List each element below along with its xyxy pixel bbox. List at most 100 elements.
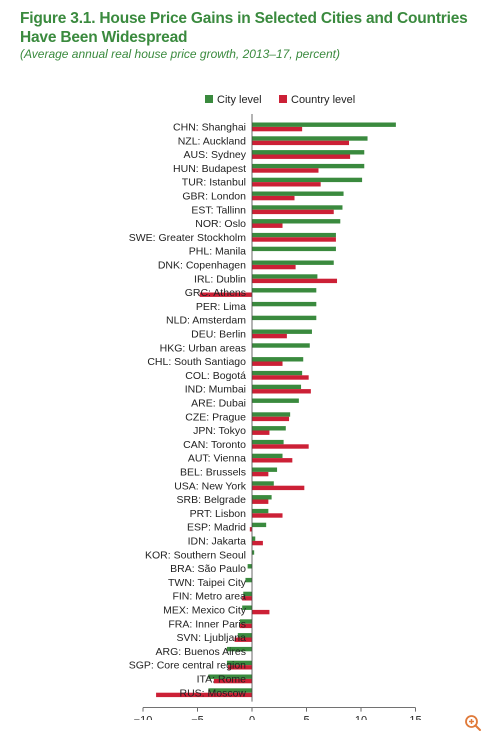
category-label: BEL: Brussels: [180, 467, 246, 479]
bar-city-level: [252, 453, 283, 459]
bar-chart: City level Country level CHN: ShanghaiNZL…: [129, 94, 422, 720]
category-label: CHL: South Santiago: [147, 356, 246, 368]
bar-city-level: [243, 591, 252, 597]
bar-city-level: [252, 522, 267, 528]
legend-label-0: City level: [217, 94, 262, 106]
bars-group: [156, 122, 396, 698]
bar-city-level: [247, 564, 252, 569]
bar-city-level: [237, 633, 252, 638]
bar-country-level: [252, 416, 290, 422]
category-label: ESP: Madrid: [187, 522, 246, 534]
category-label: SVN: Ljubljana: [177, 632, 247, 644]
category-label: USA: New York: [174, 480, 247, 492]
legend-label-1: Country level: [291, 94, 355, 106]
category-label: NOR: Oslo: [195, 218, 246, 230]
bar-country-level: [252, 499, 269, 504]
bar-city-level: [252, 315, 317, 321]
bar-city-level: [252, 191, 344, 196]
bar-city-level: [252, 163, 365, 169]
category-label: FRA: Inner Paris: [168, 618, 246, 630]
bar-country-level: [252, 195, 295, 201]
category-label: ARG: Buenos Aires: [156, 646, 246, 658]
bar-country-level: [252, 154, 351, 159]
x-tick-label: −5: [191, 715, 204, 720]
bar-city-level: [252, 288, 317, 293]
bar-city-level: [252, 384, 302, 390]
category-label: GBR: London: [182, 191, 246, 203]
legend-swatch-0: [205, 95, 213, 103]
category-label: CHN: Shanghai: [173, 122, 246, 134]
bar-country-level: [252, 361, 283, 366]
bar-city-level: [208, 674, 252, 679]
bar-city-level: [252, 329, 312, 334]
category-label: IRL: Dublin: [194, 273, 246, 285]
bar-city-level: [252, 481, 274, 486]
bar-city-level: [252, 550, 255, 555]
category-label: CZE: Prague: [185, 411, 246, 423]
bar-country-level: [252, 223, 283, 228]
category-label: PRT: Lisbon: [190, 508, 247, 520]
category-label: EST: Tallinn: [191, 204, 246, 216]
category-label: AUS: Sydney: [184, 149, 247, 161]
category-label: HKG: Urban areas: [160, 342, 246, 354]
figure-subtitle: (Average annual real house price growth,…: [20, 47, 340, 61]
bar-city-level: [252, 357, 304, 362]
category-label: DEU: Berlin: [191, 329, 246, 341]
category-label: GRC: Athens: [185, 287, 246, 299]
category-label: PER: Lima: [196, 301, 246, 313]
bar-country-level: [252, 430, 270, 435]
bar-country-level: [240, 623, 252, 629]
bar-country-level: [252, 126, 303, 132]
category-label: NLD: Amsterdam: [166, 315, 246, 327]
bar-city-level: [240, 619, 252, 624]
category-label: IDN: Jakarta: [188, 536, 247, 548]
bar-city-level: [252, 508, 269, 514]
bar-city-level: [252, 219, 341, 224]
category-label: KOR: Southern Seoul: [145, 549, 246, 561]
category-label: AUT: Vienna: [188, 453, 246, 465]
bar-city-level: [252, 426, 286, 431]
category-label: ITA: Rome: [197, 674, 247, 686]
bar-city-level: [252, 232, 336, 238]
bar-city-level: [252, 150, 365, 155]
bar-country-level: [252, 140, 350, 146]
bar-city-level: [226, 646, 252, 652]
category-label: SRB: Belgrade: [177, 494, 247, 506]
bar-country-level: [249, 527, 252, 532]
category-label: TWN: Taipei City: [168, 577, 247, 589]
zoom-in-icon[interactable]: [464, 714, 482, 732]
bar-country-level: [252, 444, 309, 449]
chart-legend: City level Country level: [205, 94, 355, 106]
bar-country-level: [252, 540, 263, 546]
x-tick-label: 0: [249, 715, 255, 720]
bar-country-level: [252, 168, 319, 173]
bar-country-level: [252, 389, 311, 394]
category-label: RUS: Moscow: [179, 687, 246, 699]
bar-country-level: [242, 596, 252, 601]
bar-city-level: [252, 301, 317, 307]
category-label: DNK: Copenhagen: [158, 260, 246, 272]
category-label: HUN: Budapest: [173, 163, 246, 175]
category-label: SGP: Core central region: [129, 660, 246, 672]
bar-city-level: [252, 343, 310, 348]
bar-city-level: [252, 136, 368, 141]
bar-country-level: [252, 513, 283, 518]
bar-city-level: [245, 577, 252, 583]
bar-country-level: [252, 458, 293, 463]
bar-country-level: [252, 609, 270, 615]
x-tick-label: 5: [303, 715, 309, 720]
bar-country-level: [252, 182, 321, 187]
bar-city-level: [252, 412, 291, 417]
bar-city-level: [252, 177, 363, 183]
bar-country-level: [199, 292, 252, 297]
bar-city-level: [252, 439, 284, 445]
bar-country-level: [252, 375, 309, 380]
x-tick-label: 10: [355, 715, 367, 720]
legend-swatch-1: [279, 95, 287, 103]
category-label: FIN: Metro area: [172, 591, 246, 603]
x-tick-label: 15: [409, 715, 421, 720]
bar-country-level: [252, 209, 334, 215]
category-label: SWE: Greater Stockholm: [129, 232, 247, 244]
bar-country-level: [252, 485, 305, 491]
